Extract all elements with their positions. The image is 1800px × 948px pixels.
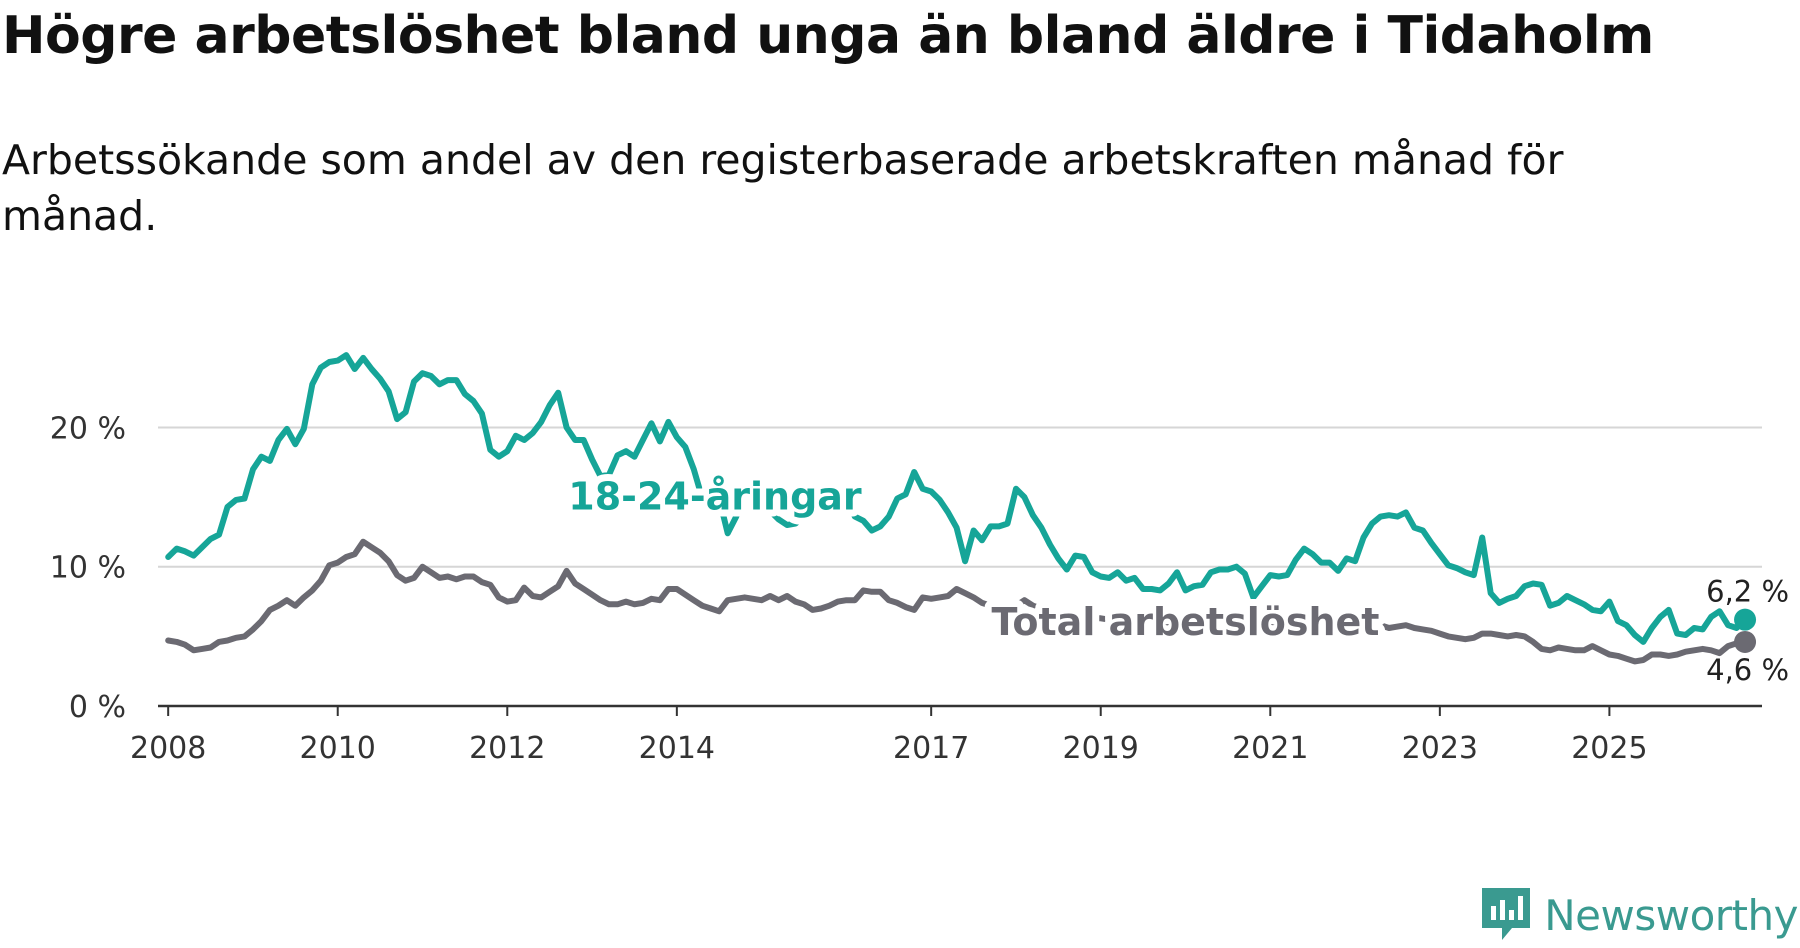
end-point-youth <box>1734 608 1757 631</box>
chart-title: Högre arbetslöshet bland unga än bland ä… <box>2 6 1654 66</box>
x-tick-label: 2019 <box>1063 731 1139 766</box>
end-label-youth: 6,2 % <box>1706 575 1789 609</box>
axes: 0 % 10 % 20 % 2008 2010 2012 2014 2017 2019 2021 2… <box>50 411 1762 766</box>
end-label-total: 4,6 % <box>1706 653 1789 687</box>
series-line-total <box>165 538 1748 665</box>
brand-name: Newsworthy <box>1544 890 1798 940</box>
x-tick-label: 2014 <box>639 731 715 766</box>
series-label-youth: 18-24-åringar <box>568 475 862 519</box>
x-tick-label: 2023 <box>1402 731 1478 766</box>
x-tick-label: 2008 <box>130 731 206 766</box>
series-lines <box>165 352 1757 665</box>
series-label-total: Total arbetslöshet <box>992 600 1380 644</box>
x-tick-label: 2021 <box>1232 731 1308 766</box>
series-line-youth <box>165 352 1748 645</box>
newsworthy-logo: Newsworthy <box>1478 884 1798 946</box>
y-tick-label: 20 % <box>50 411 126 446</box>
x-tick-label: 2025 <box>1571 731 1647 766</box>
y-tick-label: 0 % <box>69 690 126 725</box>
x-tick-label: 2017 <box>893 731 969 766</box>
newsworthy-logo-icon <box>1482 888 1531 940</box>
chart-subtitle: Arbetssökande som andel av den registerb… <box>2 136 1564 240</box>
series-labels: 6,2 % 4,6 % 18-24-åringar Total arbetslöshe… <box>561 468 1789 687</box>
x-tick-label: 2010 <box>300 731 376 766</box>
end-point-total <box>1734 630 1757 653</box>
y-tick-label: 10 % <box>50 551 126 586</box>
x-tick-label: 2012 <box>469 731 545 766</box>
